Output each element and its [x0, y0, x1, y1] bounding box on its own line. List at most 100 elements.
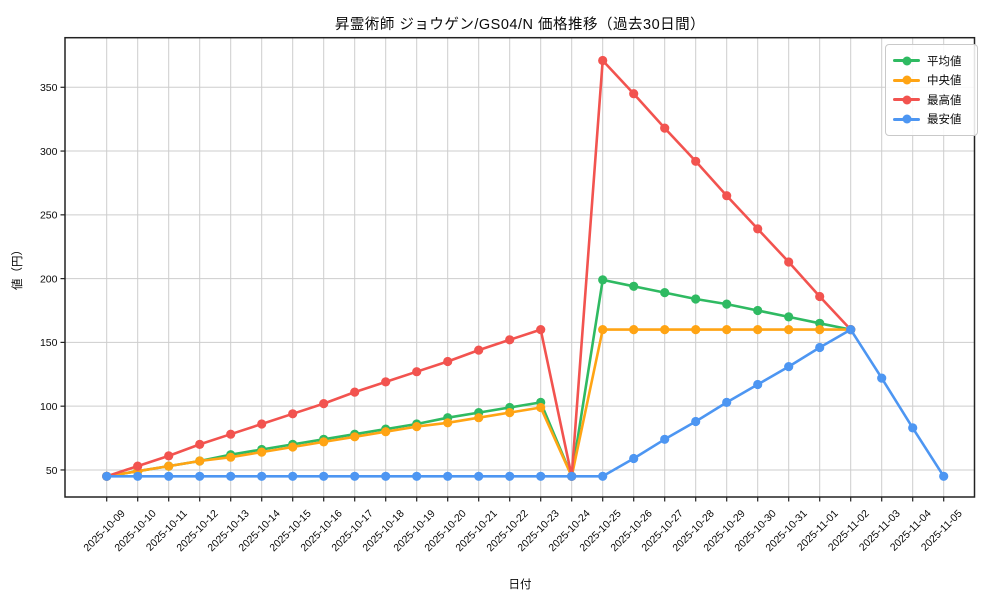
series-marker-max: [381, 377, 391, 387]
series-marker-median: [381, 427, 391, 437]
series-marker-min: [598, 471, 608, 481]
y-tick-label: 250: [40, 210, 58, 222]
series-marker-max: [815, 291, 825, 302]
series-marker-max: [722, 191, 732, 201]
series-marker-median: [815, 325, 825, 335]
series-marker-max: [629, 89, 639, 99]
legend-line-swatch-avg: [893, 56, 920, 66]
series-marker-max: [784, 257, 794, 267]
x-axis-label: 日付: [508, 579, 532, 591]
series-marker-avg: [722, 299, 732, 309]
series-marker-avg: [815, 318, 825, 328]
series-marker-min: [195, 471, 205, 481]
series-marker-max: [350, 387, 360, 397]
series-marker-median: [412, 422, 422, 432]
series-marker-median: [164, 461, 174, 471]
legend-line-swatch-max: [893, 95, 920, 105]
series-marker-max: [443, 356, 453, 367]
series-marker-median: [660, 325, 670, 335]
series-marker-median: [722, 325, 732, 335]
series-marker-median: [319, 437, 329, 447]
series-marker-min: [722, 397, 732, 407]
chart-legend: 平均値中央値最高値最安値: [885, 44, 978, 136]
series-marker-min: [939, 471, 949, 481]
series-marker-max: [257, 419, 267, 429]
series-marker-min: [846, 325, 856, 335]
series-marker-min: [443, 471, 453, 481]
series-marker-min: [226, 471, 236, 481]
series-marker-min: [474, 471, 484, 481]
series-marker-median: [598, 325, 608, 335]
y-axis-label: 値（円）: [12, 244, 24, 290]
series-marker-min: [815, 342, 825, 353]
series-marker-avg: [753, 305, 763, 316]
series-marker-min: [319, 471, 329, 481]
series-marker-max: [226, 429, 236, 439]
y-tick-label: 150: [40, 337, 58, 349]
legend-label-avg: 平均値: [927, 55, 962, 68]
series-marker-min: [164, 471, 174, 481]
series-marker-avg: [660, 288, 670, 298]
legend-item-min: 最安値: [893, 110, 971, 130]
series-marker-max: [133, 461, 143, 471]
series-line-min: [105, 328, 945, 478]
series-marker-median: [195, 456, 205, 466]
series-marker-avg: [691, 294, 701, 304]
y-tick-label: 200: [40, 273, 58, 285]
series-marker-max: [412, 367, 422, 377]
series-marker-avg: [629, 281, 639, 291]
series-marker-median: [350, 432, 360, 442]
y-tick-label: 100: [40, 401, 58, 413]
series-marker-max: [195, 439, 205, 449]
series-marker-max: [753, 224, 763, 234]
series-marker-min: [350, 471, 360, 481]
series-marker-min: [412, 471, 422, 481]
legend-label-median: 中央値: [927, 75, 962, 88]
plot-border: [64, 36, 976, 498]
series-marker-min: [877, 373, 887, 383]
legend-label-min: 最安値: [927, 114, 962, 127]
series-marker-median: [629, 325, 639, 335]
series-marker-median: [443, 418, 453, 428]
legend-item-median: 中央値: [893, 71, 971, 91]
chart-title: 昇霊術師 ジョウゲン/GS04/N 価格推移（過去30日間）: [334, 17, 706, 33]
series-marker-max: [660, 123, 670, 133]
series-marker-max: [536, 325, 546, 335]
series-marker-min: [753, 379, 763, 390]
series-marker-median: [288, 442, 298, 452]
series-marker-min: [660, 434, 670, 444]
y-tick-label: 350: [40, 82, 58, 94]
legend-label-max: 最高値: [927, 94, 962, 107]
series-marker-min: [288, 471, 298, 481]
legend-item-max: 最高値: [893, 90, 971, 110]
series-marker-min: [102, 471, 112, 481]
series-marker-max: [319, 399, 329, 409]
legend-item-avg: 平均値: [893, 51, 971, 71]
series-marker-min: [567, 471, 577, 481]
series-marker-min: [257, 471, 267, 481]
legend-marker-dot-max: [902, 95, 911, 105]
series-marker-avg: [598, 275, 608, 285]
y-tick-label: 50: [46, 465, 58, 477]
series-marker-median: [257, 447, 267, 457]
series-marker-min: [784, 362, 794, 372]
series-marker-median: [691, 325, 701, 335]
series-marker-min: [381, 471, 391, 481]
legend-line-swatch-median: [893, 75, 920, 85]
series-marker-min: [908, 423, 918, 433]
series-marker-max: [505, 335, 515, 345]
legend-marker-dot-min: [902, 114, 911, 124]
series-marker-min: [133, 471, 143, 481]
series-marker-avg: [784, 312, 794, 322]
series-marker-min: [536, 471, 546, 481]
series-marker-min: [691, 416, 701, 427]
series-marker-median: [474, 413, 484, 423]
series-marker-max: [164, 451, 174, 461]
y-tick-label: 300: [40, 146, 58, 158]
legend-marker-dot-avg: [902, 56, 911, 66]
series-marker-max: [691, 156, 701, 166]
legend-marker-dot-median: [902, 75, 911, 85]
series-marker-median: [784, 325, 794, 335]
